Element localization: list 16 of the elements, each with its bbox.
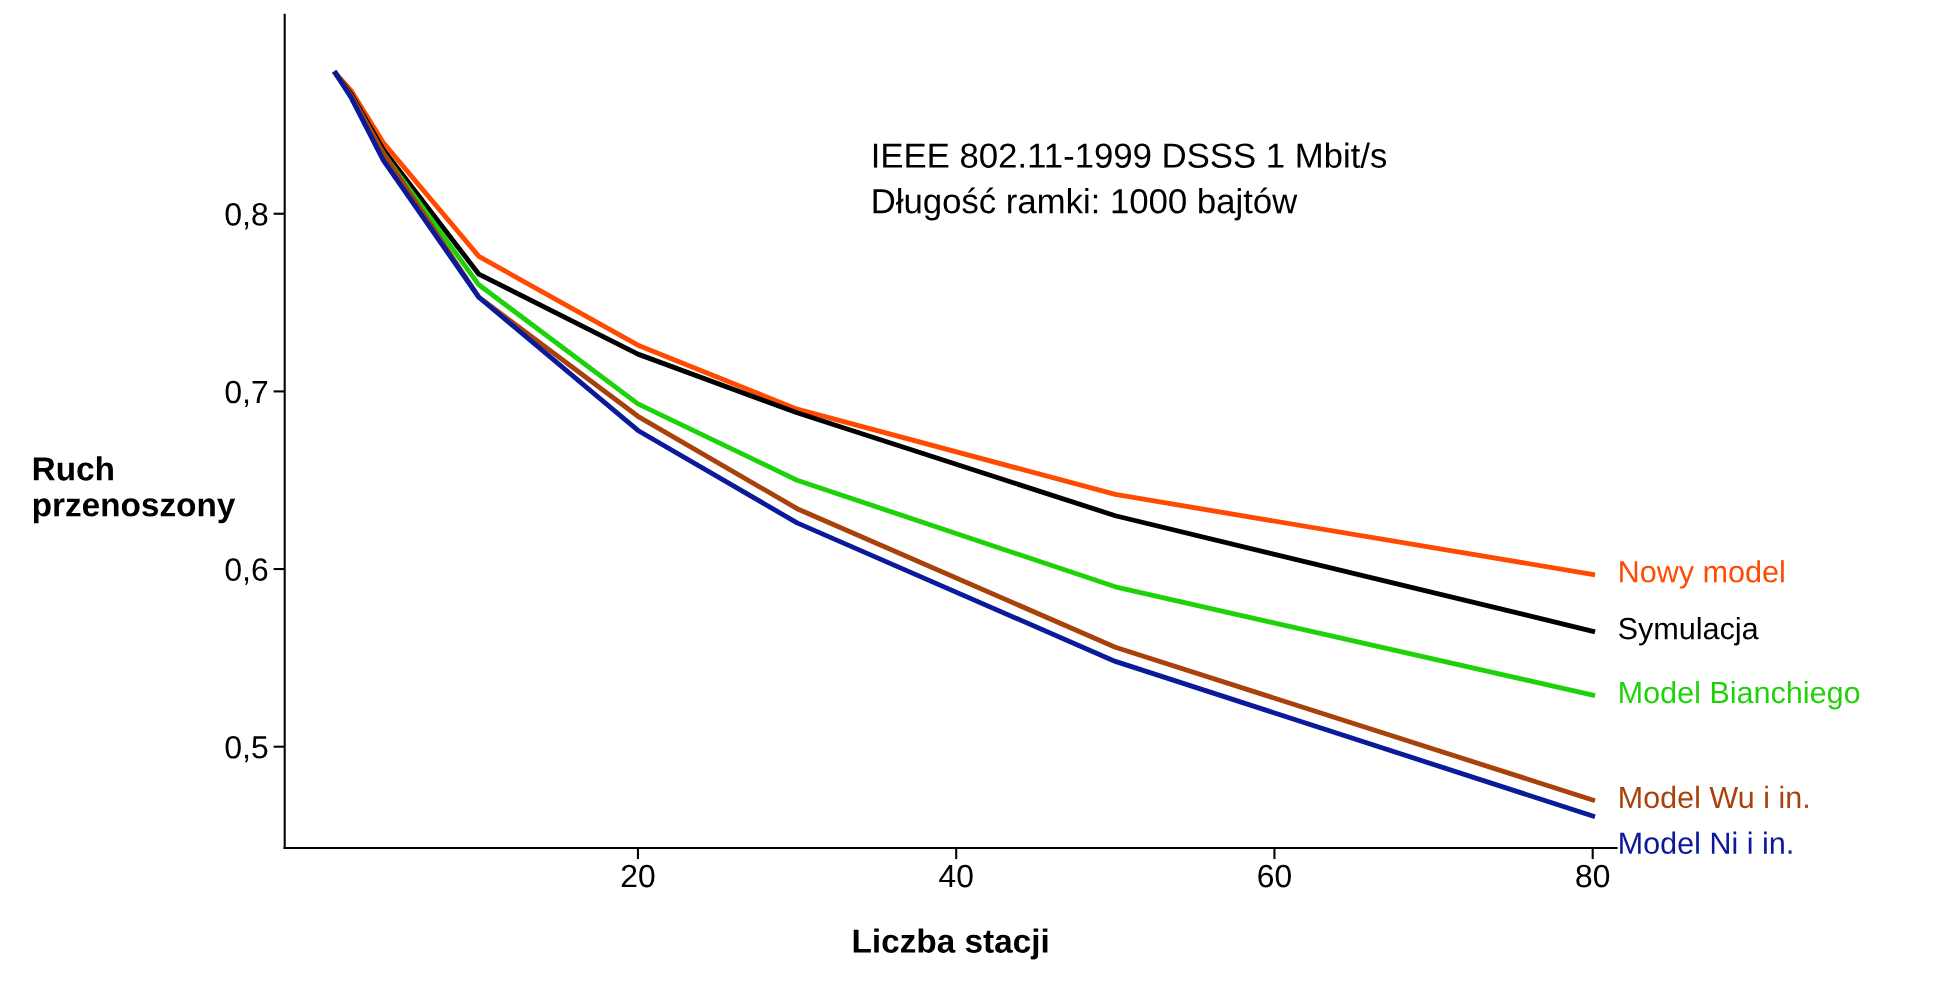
- y-axis-title: Ruch przenoszony: [33, 456, 236, 524]
- series-label: Symulacja: [1619, 616, 1759, 646]
- y-tick-label: 0,5: [225, 735, 268, 763]
- x-axis-title: Liczba stacji: [853, 928, 1048, 960]
- x-tick-label: 40: [939, 864, 973, 888]
- series-label: Model Ni i in.: [1620, 831, 1792, 855]
- x-tick-label: 60: [1258, 864, 1291, 888]
- y-tick-label: 0,8: [225, 203, 268, 230]
- x-tick-label: 20: [621, 864, 655, 888]
- y-tick-label: 0,6: [225, 558, 268, 585]
- series-label: Nowy model: [1620, 560, 1784, 589]
- y-tick-label: 0,7: [225, 380, 268, 408]
- series-label: Model Bianchiego: [1620, 680, 1860, 710]
- series-label: Model Wu i in.: [1620, 785, 1808, 809]
- x-tick-label: 80: [1576, 864, 1610, 888]
- annotation: IEEE 802.11-1999 DSSS 1 Mbit/s Długość ramki: 1000 bajtów: [873, 142, 1387, 221]
